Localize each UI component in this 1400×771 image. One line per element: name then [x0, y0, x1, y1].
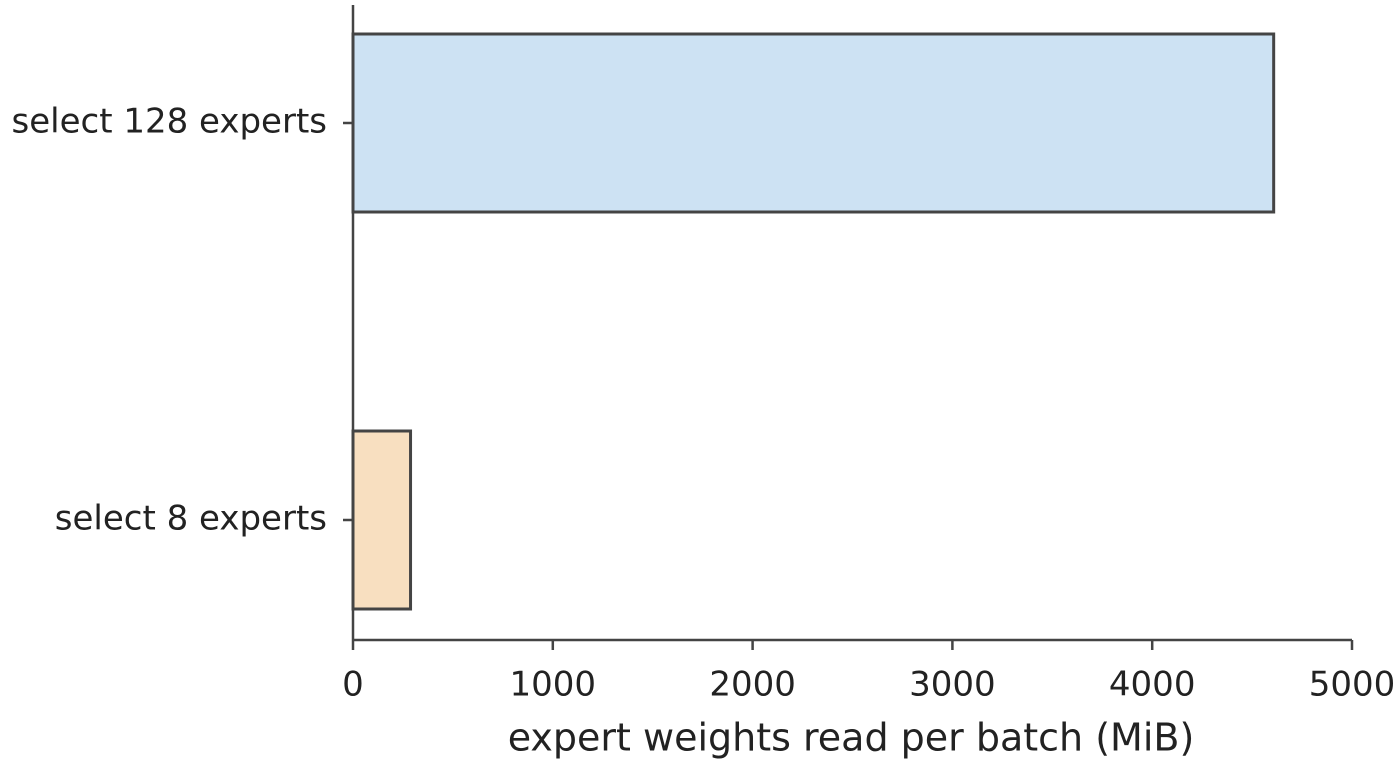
x-tick-label: 1000 [510, 665, 597, 705]
y-tick-label: select 8 experts [55, 499, 327, 539]
x-tick-label: 5000 [1309, 665, 1396, 705]
x-tick-label: 0 [342, 665, 364, 705]
y-tick-label: select 128 experts [12, 102, 328, 142]
x-tick-label: 3000 [909, 665, 996, 705]
x-tick-label: 4000 [1109, 665, 1196, 705]
bar [351, 429, 413, 611]
x-tick-label: 2000 [709, 665, 796, 705]
bar [351, 32, 1276, 214]
x-axis-label: expert weights read per batch (MiB) [508, 716, 1195, 760]
